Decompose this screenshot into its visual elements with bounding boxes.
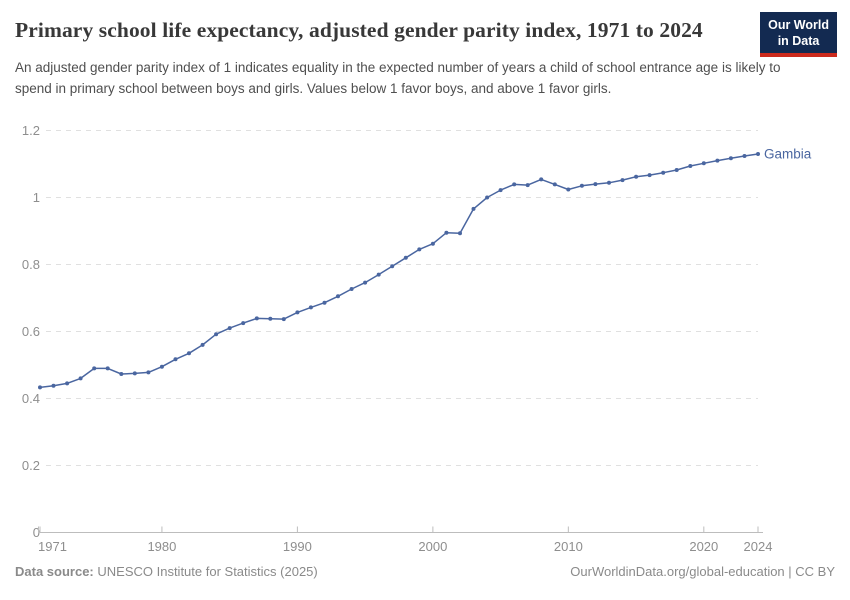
- data-point[interactable]: [146, 370, 151, 375]
- data-point[interactable]: [65, 381, 70, 386]
- data-point[interactable]: [349, 287, 354, 291]
- data-point[interactable]: [132, 371, 137, 376]
- data-point[interactable]: [38, 385, 42, 390]
- data-point[interactable]: [214, 332, 219, 337]
- data-point[interactable]: [187, 351, 191, 356]
- data-point[interactable]: [674, 168, 679, 172]
- data-point[interactable]: [403, 255, 408, 260]
- data-point[interactable]: [200, 342, 205, 347]
- data-point[interactable]: [227, 326, 232, 331]
- chart-footer: Data source: UNESCO Institute for Statis…: [15, 564, 835, 579]
- data-point[interactable]: [634, 174, 639, 179]
- data-point[interactable]: [390, 264, 395, 269]
- owid-logo-line2: in Data: [777, 33, 820, 48]
- data-point[interactable]: [715, 158, 720, 163]
- data-point[interactable]: [105, 366, 110, 371]
- data-point[interactable]: [688, 164, 693, 168]
- data-point[interactable]: [254, 316, 259, 321]
- data-point[interactable]: [322, 300, 327, 305]
- data-point[interactable]: [579, 183, 584, 188]
- data-point[interactable]: [756, 152, 760, 156]
- data-source-value: UNESCO Institute for Statistics (2025): [97, 564, 318, 579]
- data-point[interactable]: [308, 305, 313, 310]
- page-title: Primary school life expectancy, adjusted…: [15, 18, 703, 42]
- data-point[interactable]: [51, 383, 56, 388]
- data-point[interactable]: [742, 154, 747, 158]
- y-tick-label: 0: [33, 525, 40, 540]
- data-point[interactable]: [458, 231, 462, 236]
- data-point[interactable]: [620, 178, 625, 183]
- y-tick-label: 0.8: [22, 257, 40, 272]
- data-source-label: Data source:: [15, 564, 94, 579]
- x-tick-label: 2000: [418, 539, 447, 554]
- data-point[interactable]: [498, 188, 503, 193]
- x-tick-label: 2024: [744, 539, 773, 554]
- x-tick-label: 2010: [554, 539, 583, 554]
- chart-subtitle: An adjusted gender parity index of 1 ind…: [15, 60, 781, 96]
- data-point[interactable]: [552, 182, 557, 187]
- data-point[interactable]: [701, 161, 706, 166]
- data-point[interactable]: [295, 310, 300, 315]
- data-point[interactable]: [336, 294, 340, 299]
- entity-label[interactable]: Gambia: [764, 146, 812, 161]
- series-line[interactable]: [39, 153, 759, 389]
- data-point[interactable]: [159, 364, 164, 369]
- x-tick-label: 1990: [283, 539, 312, 554]
- x-tick-label: 1971: [38, 539, 67, 554]
- data-point[interactable]: [173, 357, 178, 362]
- y-tick-label: 0.4: [22, 391, 40, 406]
- data-point[interactable]: [607, 180, 611, 185]
- data-source: Data source: UNESCO Institute for Statis…: [15, 564, 318, 579]
- data-point[interactable]: [647, 173, 652, 178]
- y-tick-label: 1: [33, 190, 40, 205]
- data-point[interactable]: [376, 272, 381, 277]
- owid-logo[interactable]: Our World in Data: [760, 12, 837, 58]
- data-point[interactable]: [119, 372, 124, 376]
- data-point[interactable]: [525, 183, 530, 188]
- data-point[interactable]: [728, 156, 733, 161]
- owid-logo-line1: Our World: [768, 18, 829, 32]
- data-point[interactable]: [92, 366, 97, 371]
- y-tick-label: 1.2: [22, 123, 40, 138]
- x-tick-label: 2020: [689, 539, 718, 554]
- y-tick-label: 0.6: [22, 324, 40, 339]
- data-point[interactable]: [430, 241, 435, 246]
- data-point[interactable]: [78, 376, 83, 381]
- data-point[interactable]: [444, 230, 449, 235]
- data-point[interactable]: [566, 187, 571, 192]
- data-point[interactable]: [539, 177, 544, 182]
- y-tick-label: 0.2: [22, 458, 40, 473]
- data-point[interactable]: [241, 321, 246, 326]
- data-point[interactable]: [661, 170, 666, 175]
- data-point[interactable]: [485, 195, 490, 200]
- data-point[interactable]: [417, 247, 422, 252]
- data-point[interactable]: [512, 182, 517, 187]
- data-point[interactable]: [268, 316, 273, 321]
- chart-header: Primary school life expectancy, adjusted…: [15, 14, 835, 99]
- data-point[interactable]: [593, 182, 598, 187]
- x-tick-label: 1980: [147, 539, 176, 554]
- data-point[interactable]: [363, 280, 368, 285]
- license-link[interactable]: OurWorldinData.org/global-education | CC…: [570, 564, 835, 579]
- data-point[interactable]: [281, 317, 286, 322]
- data-point[interactable]: [471, 206, 476, 211]
